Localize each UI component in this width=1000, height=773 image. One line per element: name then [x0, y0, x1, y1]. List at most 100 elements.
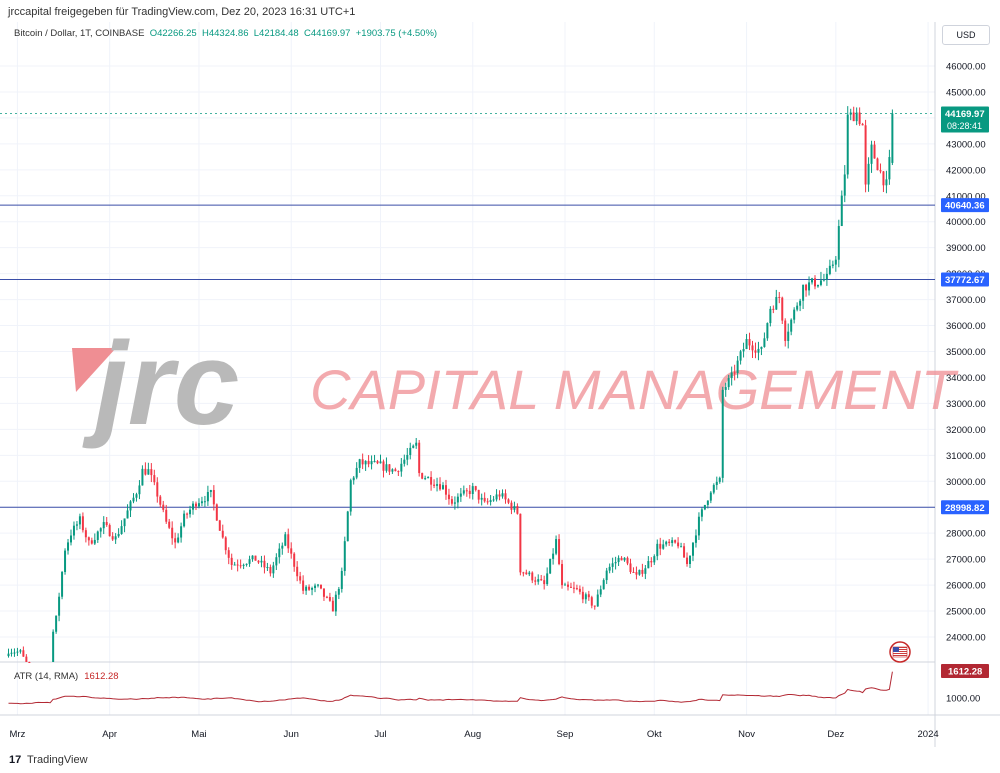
candle-body — [849, 112, 852, 115]
candle-body — [206, 491, 209, 502]
candle-body — [730, 372, 733, 379]
currency-button[interactable]: USD — [942, 25, 990, 45]
candle-body — [831, 264, 834, 266]
candle-body — [611, 563, 614, 567]
candle-body — [510, 502, 513, 510]
candle-body — [653, 556, 656, 563]
candle-body — [308, 586, 311, 590]
candle-body — [802, 284, 805, 301]
candle-body — [650, 561, 653, 563]
candle-body — [555, 539, 558, 554]
candle-body — [16, 651, 19, 653]
candle-body — [632, 571, 635, 573]
candle-body — [781, 297, 784, 321]
candle-body — [617, 557, 620, 563]
candle-body — [763, 338, 766, 347]
atr-scale-label: 1000.00 — [946, 694, 980, 705]
candle-body — [700, 509, 703, 517]
candle-body — [189, 509, 192, 515]
candle-body — [64, 550, 67, 572]
candle-body — [683, 546, 686, 558]
candle-body — [22, 650, 25, 657]
atr-legend: ATR (14, RMA) 1612.28 — [14, 671, 119, 682]
atr-tag: 1612.28 — [948, 667, 982, 678]
tradingview-logo-icon[interactable]: 17 — [9, 754, 22, 766]
price-tick-label: 32000.00 — [946, 425, 986, 436]
candle-body — [867, 163, 870, 185]
candle-body — [453, 502, 456, 504]
candle-body — [822, 279, 825, 281]
candle-body — [828, 265, 831, 274]
candle-body — [578, 588, 581, 592]
candle-body — [644, 568, 647, 574]
candle-body — [662, 544, 665, 549]
price-tick-label: 31000.00 — [946, 451, 986, 462]
candle-body — [805, 284, 808, 291]
time-tick-label: Jun — [284, 729, 299, 740]
candle-body — [272, 565, 275, 574]
candle-body — [462, 490, 465, 494]
candle-body — [561, 564, 564, 586]
price-tick-label: 27000.00 — [946, 555, 986, 566]
price-chart[interactable]: jrc CAPITAL MANAGEMENT 24000.0025000.002… — [0, 22, 1000, 747]
candle-body — [72, 525, 75, 536]
candle-body — [322, 588, 325, 597]
candle-body — [314, 585, 317, 589]
candle-body — [659, 543, 662, 549]
candle-body — [888, 157, 891, 180]
candle-body — [10, 652, 13, 654]
candle-body — [81, 516, 84, 531]
candle-body — [677, 542, 680, 547]
price-tick-label: 36000.00 — [946, 321, 986, 332]
candle-body — [337, 588, 340, 595]
tradingview-brand[interactable]: TradingView — [27, 754, 88, 766]
candle-body — [519, 513, 522, 573]
chart-area[interactable]: jrc CAPITAL MANAGEMENT 24000.00 25000.00 2… — [0, 22, 1000, 747]
candle-body — [742, 349, 745, 352]
atr-line — [8, 671, 893, 705]
candle-body — [75, 524, 78, 526]
candle-body — [269, 567, 272, 574]
candle-body — [489, 500, 492, 502]
candle-body — [391, 469, 394, 472]
price-axis: 24000.00 25000.00 26000.00 27000.00 28000.00… — [946, 62, 986, 705]
candle-body — [760, 346, 763, 349]
candle-body — [608, 566, 611, 571]
candle-body — [349, 480, 352, 512]
candle-body — [712, 485, 715, 493]
candle-body — [656, 543, 659, 557]
candle-body — [465, 490, 468, 492]
candle-body — [569, 586, 572, 588]
level-tag-3: 28998.82 — [945, 503, 985, 514]
candle-body — [108, 525, 111, 537]
time-tick-label: Apr — [102, 729, 117, 740]
candle-body — [400, 463, 403, 472]
candle-body — [513, 506, 516, 510]
candle-body — [799, 300, 802, 306]
price-tick-label: 42000.00 — [946, 165, 986, 176]
level-tag-1-bg — [941, 198, 989, 213]
candle-body — [757, 348, 760, 353]
candle-body — [748, 339, 751, 346]
candle-body — [361, 459, 364, 465]
candle-body — [174, 538, 177, 543]
share-header: jrccapital freigegeben für TradingView.c… — [0, 0, 1000, 22]
candle-body — [638, 569, 641, 575]
candle-body — [177, 537, 180, 543]
candlestick-series — [7, 106, 894, 663]
candle-body — [200, 501, 203, 504]
candle-body — [355, 467, 358, 478]
change-value: +1903.75 (+4.50%) — [355, 28, 438, 39]
time-tick-label: Okt — [647, 729, 662, 740]
low-value: L42184.48 — [253, 28, 299, 39]
candle-body — [808, 282, 811, 291]
candle-body — [629, 563, 632, 572]
candle-body — [623, 557, 626, 561]
candle-body — [671, 540, 674, 543]
candle-body — [290, 548, 293, 554]
candle-body — [248, 559, 251, 564]
candle-body — [230, 557, 233, 565]
candle-body — [540, 579, 543, 581]
candle-body — [528, 572, 531, 575]
price-tick-label: 30000.00 — [946, 477, 986, 488]
